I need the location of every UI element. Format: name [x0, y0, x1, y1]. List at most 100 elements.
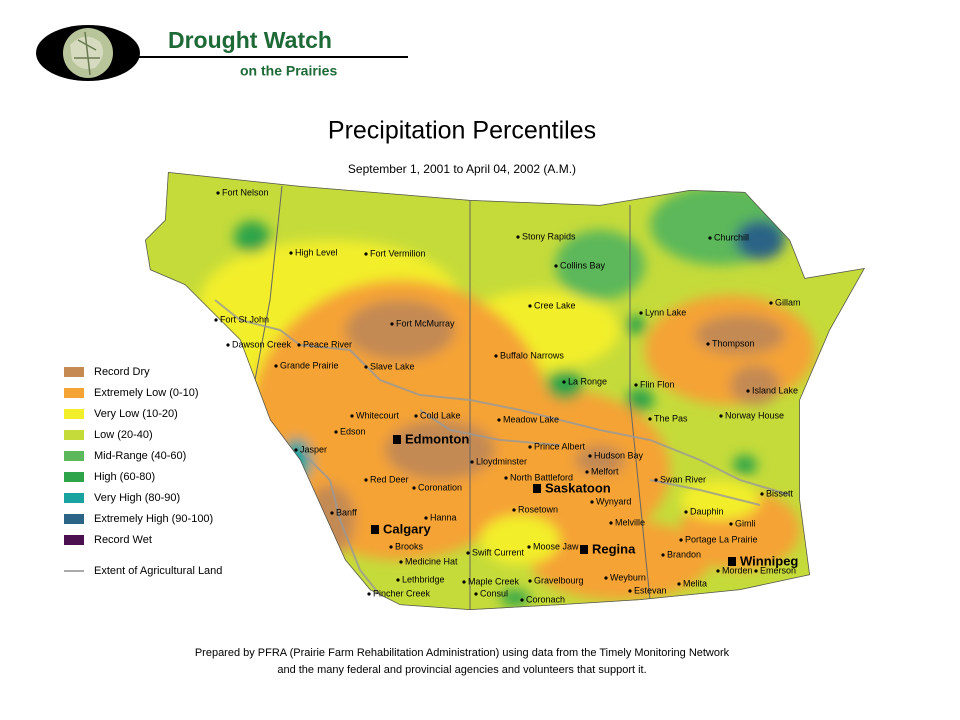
city-label: The Pas	[654, 413, 688, 423]
city-marker	[580, 545, 588, 554]
city-label: Bissett	[766, 488, 794, 498]
city-marker	[528, 445, 532, 449]
city-label: Fort St John	[220, 314, 269, 324]
city-marker	[527, 545, 531, 549]
city-marker	[364, 252, 368, 256]
header-title: Drought Watch	[168, 27, 332, 53]
city-marker	[414, 414, 418, 418]
city-label: Pincher Creek	[373, 588, 431, 598]
legend-label: Mid-Range (40-60)	[94, 450, 186, 462]
legend-label: Extremely Low (0-10)	[94, 387, 199, 399]
city-marker	[708, 236, 712, 240]
legend-swatch	[64, 472, 84, 482]
city-marker	[604, 576, 608, 580]
city-label: Lethbridge	[402, 574, 445, 584]
city-label: Coronation	[418, 482, 462, 492]
city-label: Hanna	[430, 512, 457, 522]
city-marker	[760, 492, 764, 496]
city-label: Melville	[615, 517, 645, 527]
city-marker	[364, 365, 368, 369]
legend-swatch	[64, 430, 84, 440]
city-marker	[754, 569, 758, 573]
city-labels: Fort Nelson High Level Fort Vermilion Stony…	[214, 187, 801, 604]
city-marker	[719, 414, 723, 418]
city-marker	[512, 508, 516, 512]
map-title: Precipitation Percentiles	[328, 117, 596, 145]
city-label: Dauphin	[690, 506, 724, 516]
city-label: Swan River	[660, 474, 706, 484]
city-label: Wynyard	[596, 496, 631, 506]
city-marker	[294, 448, 298, 452]
city-label: Cold Lake	[420, 410, 461, 420]
legend-label: Low (20-40)	[94, 429, 153, 441]
city-marker	[728, 557, 736, 566]
city-marker	[679, 538, 683, 542]
city-label: Maple Creek	[468, 576, 520, 586]
city-label: Rosetown	[518, 504, 558, 514]
city-label: Fort Nelson	[222, 187, 269, 197]
city-marker	[706, 342, 710, 346]
city-marker	[609, 521, 613, 525]
city-marker	[562, 380, 566, 384]
legend-label: Record Wet	[94, 534, 152, 546]
city-label: Prince Albert	[534, 441, 586, 451]
legend-label: Very Low (10-20)	[94, 408, 178, 420]
city-marker	[367, 592, 371, 596]
city-label: Grande Prairie	[280, 360, 339, 370]
city-marker	[648, 417, 652, 421]
city-marker	[297, 343, 301, 347]
city-label: Stony Rapids	[522, 231, 576, 241]
city-marker	[769, 301, 773, 305]
city-label: Churchill	[714, 232, 749, 242]
city-marker	[528, 579, 532, 583]
city-marker	[746, 389, 750, 393]
city-label: Medicine Hat	[405, 556, 458, 566]
city-label: Meadow Lake	[503, 414, 559, 424]
city-marker	[399, 560, 403, 564]
city-marker	[390, 322, 394, 326]
legend-swatch	[64, 514, 84, 524]
city-marker	[533, 484, 541, 493]
city-marker	[462, 580, 466, 584]
legend: Record Dry Extremely Low (0-10) Very Low (…	[64, 366, 222, 577]
city-marker	[520, 598, 524, 602]
city-marker	[729, 522, 733, 526]
city-label: Cree Lake	[534, 300, 576, 310]
logo	[36, 25, 408, 81]
city-label: Buffalo Narrows	[500, 350, 564, 360]
legend-label: Record Dry	[94, 366, 150, 378]
city-marker	[389, 545, 393, 549]
city-marker	[494, 354, 498, 358]
city-label: Lynn Lake	[645, 307, 686, 317]
city-marker	[654, 478, 658, 482]
city-label: Melita	[683, 578, 707, 588]
city-marker	[516, 235, 520, 239]
city-label: Flin Flon	[640, 379, 675, 389]
city-label: Jasper	[300, 444, 327, 454]
city-marker	[466, 551, 470, 555]
legend-label: Extremely High (90-100)	[94, 513, 213, 525]
city-label: Fort Vermilion	[370, 248, 426, 258]
city-marker	[334, 430, 338, 434]
city-label: Thompson	[712, 338, 755, 348]
city-marker	[716, 569, 720, 573]
city-label: Island Lake	[752, 385, 798, 395]
city-marker	[289, 251, 293, 255]
city-label: North Battleford	[510, 472, 573, 482]
city-label: Estevan	[634, 585, 667, 595]
city-marker	[528, 304, 532, 308]
legend-swatch	[64, 409, 84, 419]
city-label: Consul	[480, 588, 508, 598]
city-label: Edson	[340, 426, 366, 436]
city-label: Regina	[592, 541, 636, 556]
city-label: Coronach	[526, 594, 565, 604]
legend-label: High (60-80)	[94, 471, 155, 483]
legend-swatch	[64, 451, 84, 461]
date-range: September 1, 2001 to April 04, 2002 (A.M…	[348, 162, 576, 176]
city-label: Norway House	[725, 410, 784, 420]
legend-swatch	[64, 367, 84, 377]
city-label: Banff	[336, 507, 357, 517]
footer-line: and the many federal and provincial agen…	[277, 664, 646, 676]
city-label: Portage La Prairie	[685, 534, 758, 544]
